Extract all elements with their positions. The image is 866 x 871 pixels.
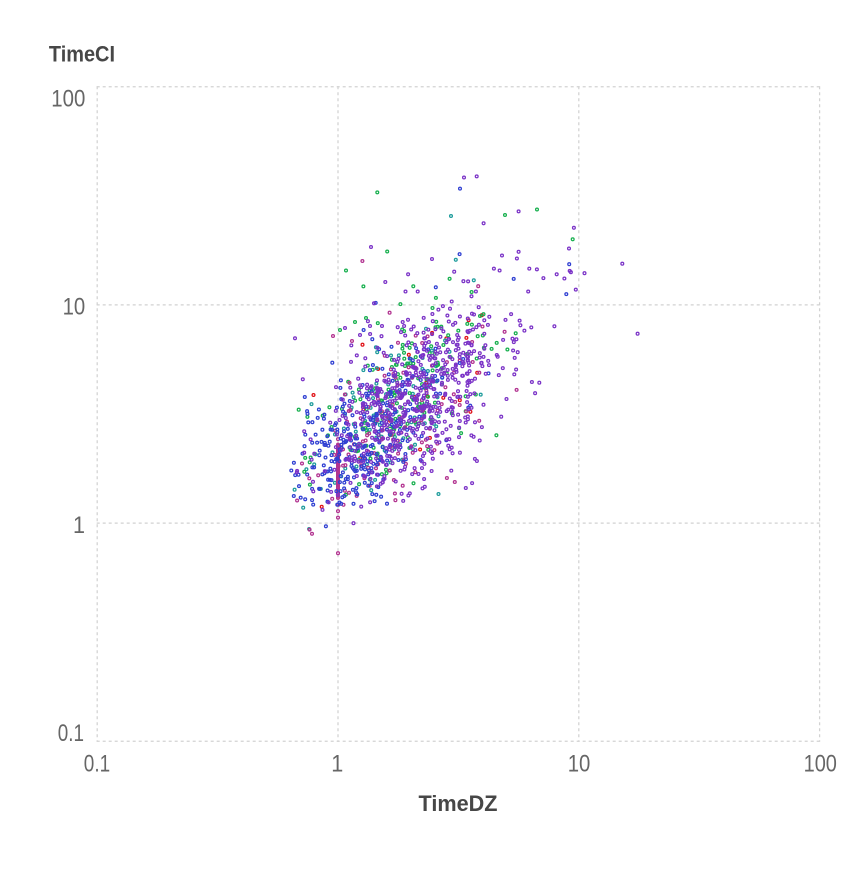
svg-text:100: 100 xyxy=(804,751,837,778)
svg-text:1: 1 xyxy=(73,512,85,539)
svg-text:TimeCI: TimeCI xyxy=(49,41,115,66)
svg-text:1: 1 xyxy=(331,751,343,778)
svg-text:0.1: 0.1 xyxy=(84,751,110,778)
svg-text:TimeDZ: TimeDZ xyxy=(419,791,498,816)
svg-text:10: 10 xyxy=(63,294,86,321)
svg-text:10: 10 xyxy=(568,751,591,778)
svg-text:100: 100 xyxy=(51,86,85,113)
svg-text:0.1: 0.1 xyxy=(58,720,84,747)
